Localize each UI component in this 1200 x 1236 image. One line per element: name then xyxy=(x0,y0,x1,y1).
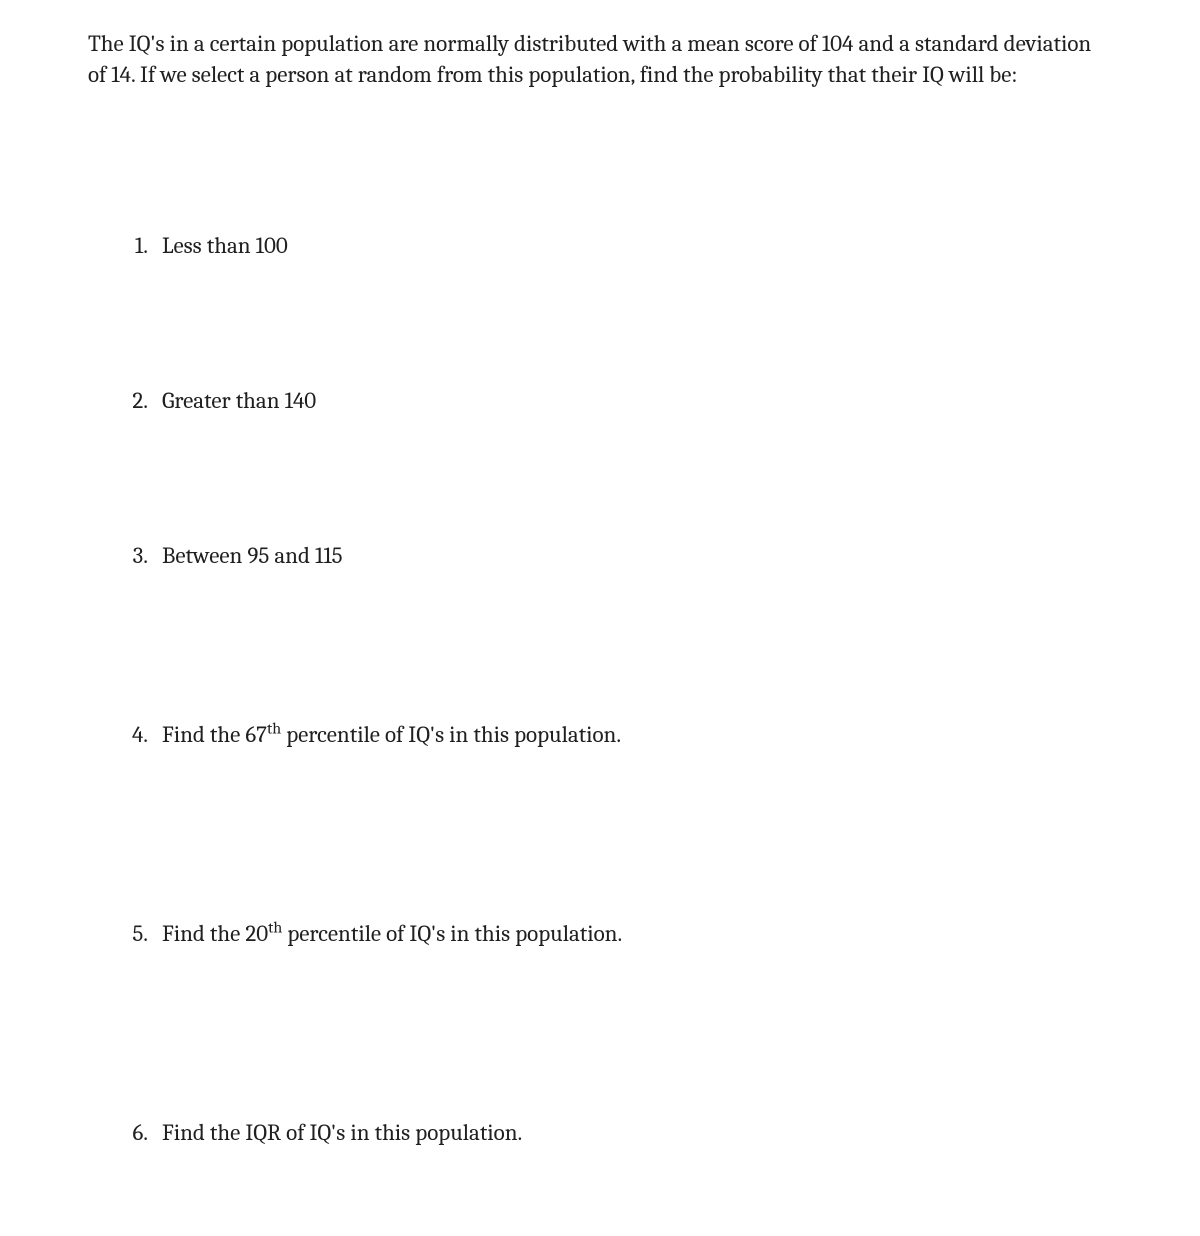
question-number: 4. xyxy=(126,719,162,750)
question-number: 2. xyxy=(126,385,162,416)
question-number: 1. xyxy=(126,230,162,261)
ordinal-suffix: th xyxy=(268,920,282,938)
ordinal-suffix: th xyxy=(267,721,281,739)
question-text: Find the 67th percentile of IQ's in this… xyxy=(162,719,1112,750)
question-item: 3. Between 95 and 115 xyxy=(126,540,1112,571)
question-list: 1. Less than 100 2. Greater than 140 3. … xyxy=(88,230,1112,1148)
question-text: Greater than 140 xyxy=(162,385,1112,416)
question-number: 5. xyxy=(126,918,162,949)
question-prefix: Find the 67 xyxy=(162,721,267,748)
question-text: Between 95 and 115 xyxy=(162,540,1112,571)
question-item: 1. Less than 100 xyxy=(126,230,1112,261)
question-text: Less than 100 xyxy=(162,230,1112,261)
question-item: 4. Find the 67th percentile of IQ's in t… xyxy=(126,719,1112,750)
question-item: 2. Greater than 140 xyxy=(126,385,1112,416)
intro-paragraph: The IQ's in a certain population are nor… xyxy=(88,28,1112,90)
question-number: 3. xyxy=(126,540,162,571)
question-item: 5. Find the 20th percentile of IQ's in t… xyxy=(126,918,1112,949)
question-item: 6. Find the IQR of IQ's in this populati… xyxy=(126,1117,1112,1148)
question-text: Find the 20th percentile of IQ's in this… xyxy=(162,918,1112,949)
question-suffix: percentile of IQ's in this population. xyxy=(282,920,622,947)
question-suffix: percentile of IQ's in this population. xyxy=(281,721,621,748)
question-number: 6. xyxy=(126,1117,162,1148)
question-text: Find the IQR of IQ's in this population. xyxy=(162,1117,1112,1148)
question-prefix: Find the 20 xyxy=(162,920,268,947)
